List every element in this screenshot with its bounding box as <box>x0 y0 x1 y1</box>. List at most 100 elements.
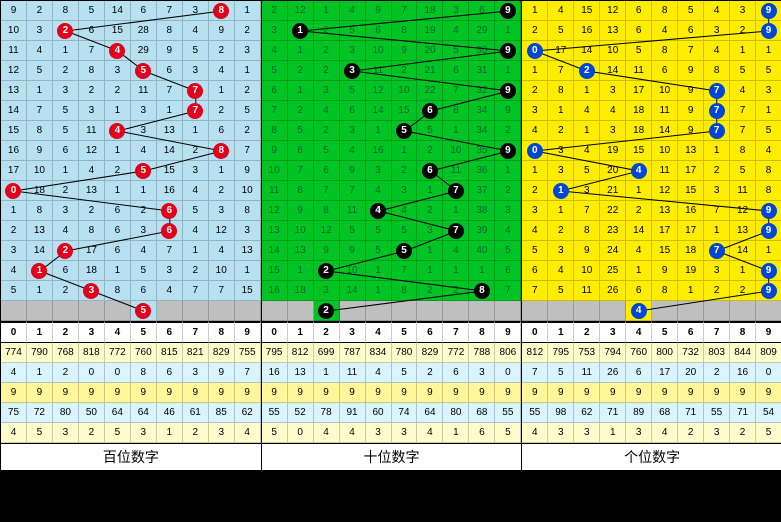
trend-cell: 4 <box>600 101 626 121</box>
trend-cell: 7 <box>730 121 756 141</box>
column-header: 5 <box>131 321 157 343</box>
trend-cell: 2 <box>314 261 340 281</box>
stat-cell: 91 <box>340 403 366 423</box>
stat-cell: 2 <box>53 363 79 383</box>
trend-cell: 7 <box>704 81 730 101</box>
trend-cell <box>522 301 548 321</box>
trend-cell: 10 <box>392 81 418 101</box>
trend-cell: 2 <box>235 121 261 141</box>
trend-cell: 6 <box>105 241 131 261</box>
trend-cell: 34 <box>469 101 495 121</box>
stat-cell: 4 <box>366 363 392 383</box>
stat-cell: 6 <box>469 423 495 443</box>
stat-cell: 9 <box>209 383 235 403</box>
winning-ball: 9 <box>500 83 516 99</box>
stat-cell: 9 <box>756 383 781 403</box>
trend-cell: 17 <box>652 221 678 241</box>
trend-cell: 1 <box>730 41 756 61</box>
trend-cell: 2 <box>53 181 79 201</box>
column-header: 6 <box>157 321 183 343</box>
trend-cell: 13 <box>27 221 53 241</box>
trend-cell: 2 <box>79 201 105 221</box>
winning-ball: 4 <box>109 123 125 139</box>
trend-cell: 11 <box>730 181 756 201</box>
trend-cell: 3 <box>704 181 730 201</box>
trend-cell: 3 <box>183 1 209 21</box>
stat-cell: 794 <box>600 343 626 363</box>
trend-cell: 3 <box>600 81 626 101</box>
stat-cell: 6 <box>626 363 652 383</box>
stat-cell: 74 <box>392 403 418 423</box>
trend-cell: 6 <box>53 261 79 281</box>
winning-ball: 9 <box>761 283 777 299</box>
trend-cell: 1 <box>495 21 521 41</box>
stat-cell: 68 <box>469 403 495 423</box>
trend-cell: 1 <box>522 61 548 81</box>
trend-cell: 18 <box>678 241 704 261</box>
trend-cell: 3 <box>522 101 548 121</box>
trend-cell: 9 <box>756 221 781 241</box>
trend-cell: 8 <box>652 281 678 301</box>
trend-cell: 12 <box>209 221 235 241</box>
trend-cell: 5 <box>131 301 157 321</box>
trend-cell <box>495 301 521 321</box>
stat-cell: 760 <box>626 343 652 363</box>
trend-cell: 1 <box>417 241 443 261</box>
stat-cell: 9 <box>704 383 730 403</box>
trend-cell: 10 <box>209 261 235 281</box>
trend-cell: 1 <box>495 161 521 181</box>
trend-cell: 2 <box>730 21 756 41</box>
stat-cell: 72 <box>27 403 53 423</box>
trend-cell: 5 <box>443 41 469 61</box>
trend-cell: 6 <box>288 141 314 161</box>
trend-cell: 3 <box>183 161 209 181</box>
stat-cell: 818 <box>79 343 105 363</box>
trend-cell: 20 <box>600 161 626 181</box>
winning-ball: 5 <box>135 63 151 79</box>
trend-cell <box>288 301 314 321</box>
trend-cell: 9 <box>756 201 781 221</box>
stat-cell: 13 <box>288 363 314 383</box>
trend-cell <box>340 301 366 321</box>
trend-cell: 8 <box>27 201 53 221</box>
stat-cell: 5 <box>495 423 521 443</box>
trend-cell: 7 <box>183 101 209 121</box>
column-header: 6 <box>417 321 443 343</box>
trend-cell: 5 <box>183 201 209 221</box>
winning-ball: 0 <box>527 43 543 59</box>
trend-cell: 13 <box>730 221 756 241</box>
column-header: 7 <box>443 321 469 343</box>
stat-cell: 3 <box>469 363 495 383</box>
stat-cell: 9 <box>678 383 704 403</box>
trend-cell: 4 <box>131 241 157 261</box>
trend-cell: 37 <box>469 181 495 201</box>
stat-cell: 0 <box>288 423 314 443</box>
trend-cell: 12 <box>1 61 27 81</box>
stat-cell: 68 <box>652 403 678 423</box>
stat-cell: 64 <box>105 403 131 423</box>
trend-cell: 5 <box>495 241 521 261</box>
winning-ball: 5 <box>396 123 412 139</box>
stat-cell: 2 <box>678 423 704 443</box>
column-header: 8 <box>469 321 495 343</box>
trend-cell: 4 <box>1 261 27 281</box>
trend-cell: 14 <box>262 241 288 261</box>
stat-cell: 9 <box>183 383 209 403</box>
trend-cell: 12 <box>730 201 756 221</box>
winning-ball: 7 <box>709 83 725 99</box>
trend-cell: 15 <box>626 141 652 161</box>
trend-cell: 3 <box>730 1 756 21</box>
trend-cell: 1 <box>235 261 261 281</box>
trend-cell: 9 <box>756 281 781 301</box>
column-header: 1 <box>548 321 574 343</box>
trend-cell: 5 <box>340 81 366 101</box>
trend-cell: 6 <box>626 281 652 301</box>
trend-cell: 3 <box>548 141 574 161</box>
trend-cell <box>27 301 53 321</box>
trend-cell: 1 <box>417 261 443 281</box>
stat-cell: 806 <box>495 343 521 363</box>
trend-cell: 15 <box>392 101 418 121</box>
winning-ball: 7 <box>187 103 203 119</box>
trend-cell: 16 <box>678 201 704 221</box>
trend-cell: 8 <box>288 181 314 201</box>
